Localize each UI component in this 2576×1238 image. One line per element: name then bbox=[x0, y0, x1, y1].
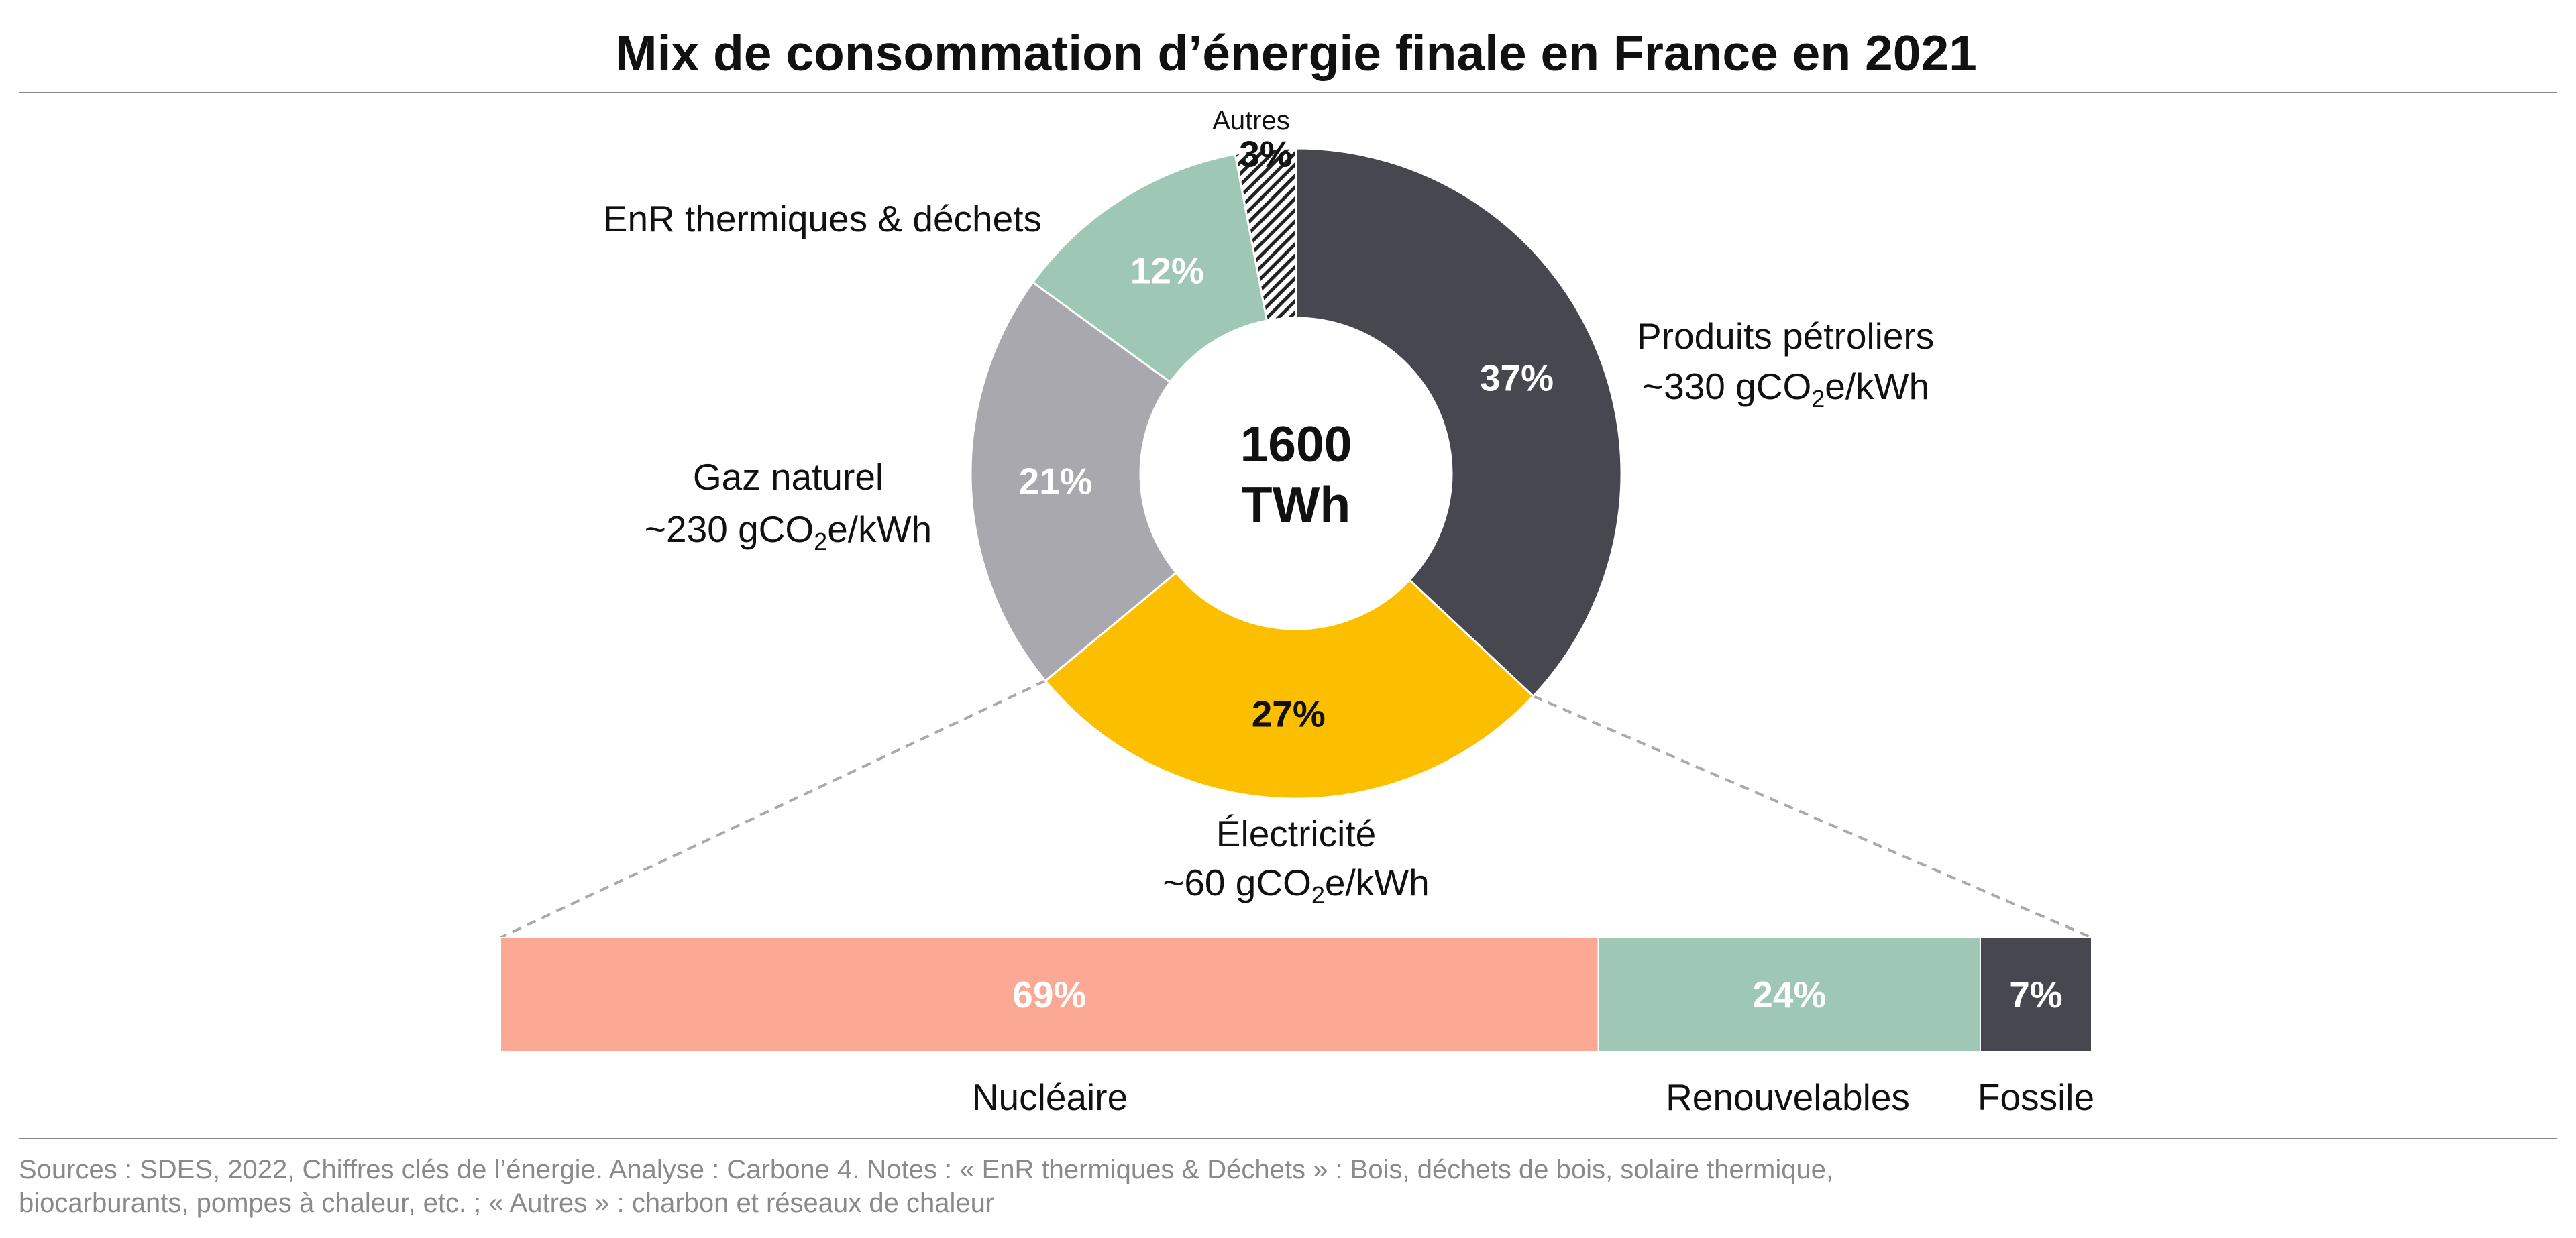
label-gaz-name: Gaz naturel bbox=[693, 456, 883, 498]
bar-category-fossile: Fossile bbox=[1978, 1076, 2094, 1118]
label-petroliers-emission: ~330 gCO2e/kWh bbox=[1642, 365, 1929, 412]
data-label-enr-thermiques-and-dechets: 12% bbox=[1130, 249, 1204, 291]
bar-value-renouvelables: 24% bbox=[1752, 974, 1826, 1015]
zoom-connectors bbox=[500, 679, 2092, 939]
bar-segment-fossile bbox=[1979, 937, 2092, 1052]
bar-value-fossile: 7% bbox=[2009, 974, 2063, 1015]
label-gaz-emission: ~230 gCO2e/kWh bbox=[645, 508, 932, 555]
label-enr: EnR thermiques & déchets bbox=[603, 198, 1042, 239]
pie-slice-autres bbox=[1234, 147, 1297, 322]
label-autres: Autres bbox=[1212, 106, 1290, 135]
label-electricite-emission: ~60 gCO2e/kWh bbox=[1163, 862, 1430, 909]
chart-title: Mix de consommation d’énergie finale en … bbox=[615, 25, 1977, 81]
pie-slice-gaz-naturel bbox=[969, 280, 1178, 683]
pie-slice-produits-petroliers bbox=[1295, 147, 1623, 698]
connector-line-left bbox=[500, 679, 1046, 939]
center-total-unit: TWh bbox=[1242, 476, 1350, 532]
data-label-electricite: 27% bbox=[1252, 693, 1326, 734]
bar-segment-renouvelables bbox=[1597, 937, 1981, 1052]
bar-category-nucleaire: Nucléaire bbox=[972, 1076, 1128, 1118]
pie-slice-electricite bbox=[1044, 571, 1535, 800]
bar-category-renouvelables: Renouvelables bbox=[1666, 1076, 1910, 1118]
electricity-breakdown-bar: 69% 24% 7% bbox=[500, 937, 2092, 1052]
footnote-line-2: biocarburants, pompes à chaleur, etc. ; … bbox=[19, 1188, 994, 1218]
center-total-value: 1600 bbox=[1240, 416, 1352, 472]
donut-chart: 37% 27% 21% 12% 3% bbox=[969, 133, 1623, 800]
pie-slice-enr-thermiques-and-dechets bbox=[1031, 152, 1269, 384]
label-petroliers-name: Produits pétroliers bbox=[1637, 315, 1934, 357]
connector-line-right bbox=[1532, 695, 2092, 939]
data-label-autres: 3% bbox=[1239, 133, 1293, 175]
data-label-produits-petroliers: 37% bbox=[1480, 357, 1554, 399]
data-label-gaz-naturel: 21% bbox=[1019, 460, 1093, 502]
bar-segment-nucleaire bbox=[500, 937, 1599, 1052]
footnote-line-1: Sources : SDES, 2022, Chiffres clés de l… bbox=[19, 1155, 1833, 1184]
bar-value-nucleaire: 69% bbox=[1012, 974, 1086, 1015]
label-electricite-name: Électricité bbox=[1216, 813, 1376, 854]
